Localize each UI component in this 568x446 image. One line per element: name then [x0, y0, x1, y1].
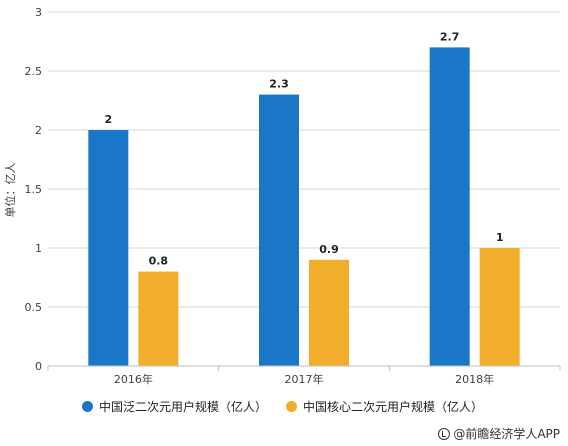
circle-check-icon [438, 427, 451, 440]
bar-pan [429, 47, 470, 367]
source-credit: @前瞻经济学人APP [438, 425, 560, 442]
bar-core [479, 248, 520, 366]
data-label: 2 [105, 113, 113, 126]
y-tick-label: 0.5 [25, 301, 43, 314]
y-tick-label: 1.5 [25, 183, 43, 196]
y-axis-label: 单位：亿人 [3, 163, 17, 218]
legend-label-pan: 中国泛二次元用户规模（亿人） [99, 400, 268, 414]
legend-item-core: 中国核心二次元用户规模（亿人） [286, 398, 483, 415]
legend-item-pan: 中国泛二次元用户规模（亿人） [82, 398, 267, 415]
data-label: 2.7 [440, 30, 460, 43]
data-label: 1 [496, 231, 504, 244]
bar-pan [88, 130, 129, 366]
y-tick-label: 1 [35, 242, 42, 255]
gridlines [48, 11, 560, 308]
x-axis-ticks: 2016年 2017年 2018年 [47, 366, 561, 386]
bars [88, 47, 520, 367]
y-tick-label: 2.5 [25, 65, 43, 78]
data-labels: 2 0.8 2.3 0.9 2.7 1 [105, 30, 504, 267]
x-tick-label: 2016年 [114, 372, 153, 386]
legend-marker-core [286, 401, 297, 412]
y-tick-label: 3 [35, 6, 42, 19]
y-tick-label: 0 [35, 360, 42, 373]
data-label: 0.8 [149, 255, 169, 268]
x-tick-label: 2017年 [285, 372, 324, 386]
legend: 中国泛二次元用户规模（亿人） 中国核心二次元用户规模（亿人） [0, 398, 568, 420]
bar-chart: 00.511.522.53 20.82.30.92.71 2016年 2017年 2… [3, 6, 561, 386]
x-tick-label: 2018年 [455, 372, 494, 386]
bar-pan [259, 94, 299, 366]
data-label: 0.9 [319, 243, 339, 256]
legend-marker-pan [82, 401, 93, 412]
bar-core [138, 271, 179, 366]
bar-core [309, 259, 349, 366]
source-text: @前瞻经济学人APP [453, 427, 560, 441]
y-tick-label: 2 [35, 124, 42, 137]
y-axis-ticks: 0 0.5 1 1.5 2 2.5 3 [25, 6, 43, 373]
legend-label-core: 中国核心二次元用户规模（亿人） [303, 400, 484, 414]
data-label: 2.3 [269, 78, 289, 91]
